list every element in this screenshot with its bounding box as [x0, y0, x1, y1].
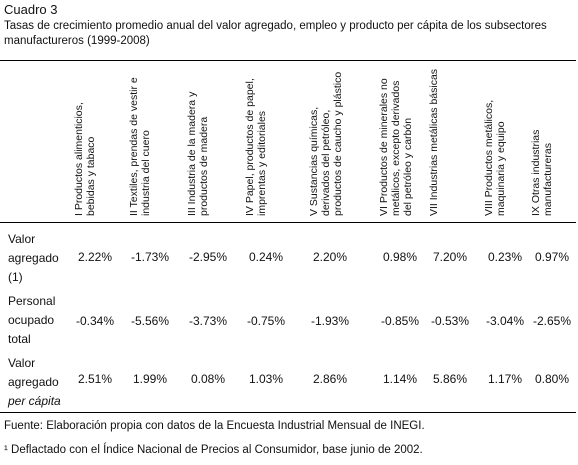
- cell-value: 0.08%: [190, 372, 226, 386]
- row-label-part: Valor agregado (1): [8, 232, 59, 284]
- table-title: Cuadro 3: [4, 2, 58, 17]
- row-label-part: Personal ocupado total: [8, 294, 56, 346]
- row-label: Valor agregado (1): [8, 230, 68, 287]
- cell-value: 0.24%: [248, 250, 284, 264]
- column-header: IV Papel, productos de papel, imprentas …: [244, 78, 268, 216]
- row-label: Valor agregado per cápita: [8, 354, 68, 411]
- cell-value: -2.65%: [532, 314, 572, 328]
- cell-value: 2.86%: [312, 372, 348, 386]
- cell-value: -0.34%: [75, 314, 115, 328]
- cell-value: 2.51%: [77, 372, 113, 386]
- column-header: III Industria de la madera y productos d…: [186, 91, 210, 216]
- cell-value: -0.75%: [246, 314, 286, 328]
- cell-value: 2.22%: [77, 250, 113, 264]
- cell-value: 1.03%: [248, 372, 284, 386]
- cell-value: -0.85%: [380, 314, 420, 328]
- cell-value: -3.04%: [485, 314, 525, 328]
- cell-value: -5.56%: [130, 314, 170, 328]
- cell-value: 2.20%: [312, 250, 348, 264]
- cell-value: 1.17%: [487, 372, 523, 386]
- cell-value: 0.80%: [534, 372, 570, 386]
- source: Fuente: Elaboración propia con datos de …: [4, 420, 425, 432]
- column-header: VIII Productos metálicos, maquinaria y e…: [483, 99, 507, 216]
- cell-value: 5.86%: [432, 372, 468, 386]
- rule: [0, 222, 576, 223]
- cell-value: 1.99%: [132, 372, 168, 386]
- cell-value: -2.95%: [188, 250, 228, 264]
- cell-value: 1.14%: [382, 372, 418, 386]
- rule: [0, 412, 576, 413]
- cell-value: -1.93%: [310, 314, 350, 328]
- column-header: II Textiles, prendas de vestir e industr…: [128, 77, 152, 216]
- cell-value: 0.98%: [382, 250, 418, 264]
- column-header: I Productos alimenticios, bebidas y taba…: [73, 102, 97, 216]
- row-label-part: per cápita: [8, 394, 61, 408]
- column-header: V Sustancias químicas, derivados del pet…: [308, 71, 344, 216]
- cell-value: -0.53%: [430, 314, 470, 328]
- cell-value: -1.73%: [130, 250, 170, 264]
- cell-value: 7.20%: [432, 250, 468, 264]
- cell-value: 0.23%: [487, 250, 523, 264]
- cell-value: 0.97%: [534, 250, 570, 264]
- column-header: VI Productos de minerales no metálicos, …: [378, 78, 414, 216]
- row-label-part: Valor agregado: [8, 356, 59, 389]
- row-label: Personal ocupado total: [8, 292, 68, 349]
- column-header: IX Otras industrias manufactureras: [530, 129, 554, 216]
- column-header: VII Industrias metálicas básicas: [428, 68, 440, 216]
- footnote: ¹ Deflactado con el Índice Nacional de P…: [4, 444, 423, 456]
- rule: [0, 60, 576, 61]
- cell-value: -3.73%: [188, 314, 228, 328]
- table-subtitle: Tasas de crecimiento promedio anual del …: [4, 20, 547, 47]
